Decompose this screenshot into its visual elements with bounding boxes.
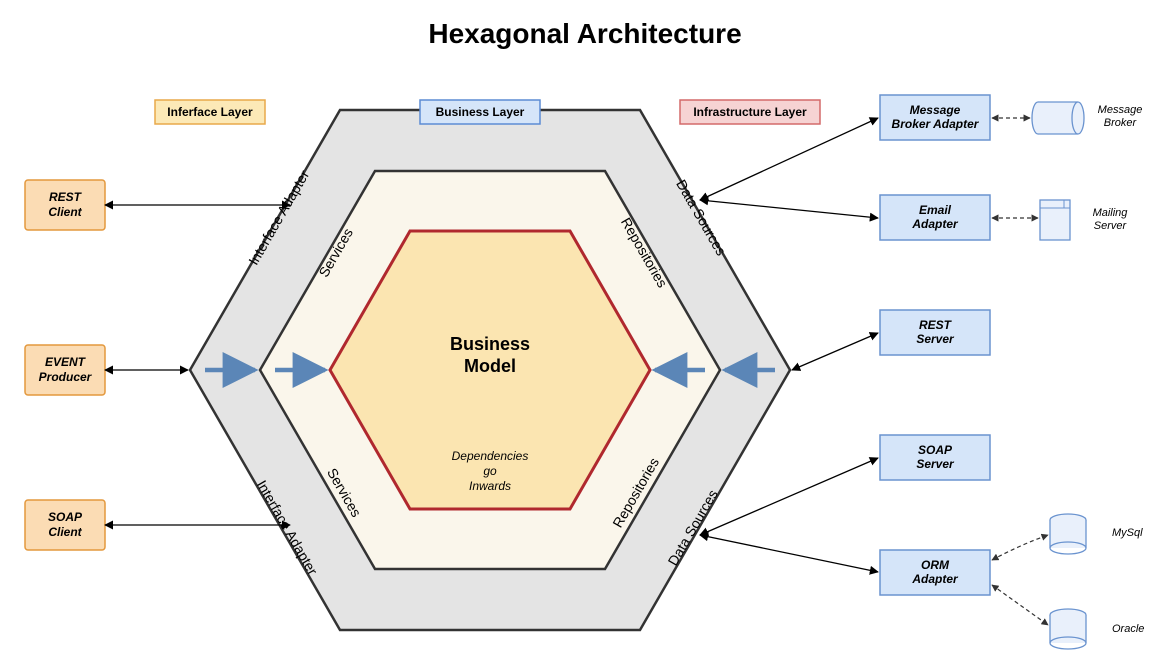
svg-text:Message: Message [910, 103, 961, 117]
email-adapter-box: Email Adapter [880, 195, 990, 240]
svg-text:Broker: Broker [1104, 117, 1138, 129]
center-title-1: Business [450, 334, 530, 354]
message-broker-cylinder: Message Broker [1032, 102, 1142, 134]
svg-text:SOAP: SOAP [918, 443, 953, 457]
soap-server-box: SOAP Server [880, 435, 990, 480]
svg-text:Adapter: Adapter [911, 572, 959, 586]
center-title-2: Model [464, 356, 516, 376]
center-sub-1: Dependencies [452, 449, 529, 463]
svg-text:Message: Message [1098, 104, 1143, 116]
svg-text:EVENT: EVENT [45, 355, 87, 369]
interface-layer-tag: Inferface Layer [155, 100, 265, 124]
svg-text:Inferface Layer: Inferface Layer [167, 105, 253, 119]
conn-msg-broker [700, 118, 878, 200]
svg-text:Server: Server [916, 332, 955, 346]
svg-text:REST: REST [49, 190, 83, 204]
center-sub-2: go [483, 464, 497, 478]
mysql-cylinder: MySql [1050, 514, 1143, 554]
event-producer-box: EVENT Producer [25, 345, 105, 395]
svg-text:Infrastructure Layer: Infrastructure Layer [693, 105, 807, 119]
svg-text:Business Layer: Business Layer [436, 105, 525, 119]
conn-orm [700, 535, 878, 572]
svg-text:Client: Client [48, 205, 82, 219]
infrastructure-layer-tag: Infrastructure Layer [680, 100, 820, 124]
rest-server-box: REST Server [880, 310, 990, 355]
conn-rest-server [792, 333, 878, 370]
conn-email [700, 200, 878, 218]
svg-text:MySql: MySql [1112, 527, 1143, 539]
orm-adapter-box: ORM Adapter [880, 550, 990, 595]
center-sub-3: Inwards [469, 479, 511, 493]
svg-text:Mailing: Mailing [1093, 207, 1129, 219]
oracle-cylinder: Oracle [1050, 609, 1144, 649]
svg-text:Client: Client [48, 525, 82, 539]
svg-text:ORM: ORM [921, 558, 950, 572]
svg-text:SOAP: SOAP [48, 510, 83, 524]
dash-oracle [992, 585, 1048, 625]
svg-text:Adapter: Adapter [911, 217, 959, 231]
svg-text:REST: REST [919, 318, 953, 332]
architecture-diagram: Inferface Layer Business Layer Infrastru… [0, 0, 1170, 671]
svg-text:Server: Server [916, 457, 955, 471]
svg-text:Broker Adapter: Broker Adapter [892, 117, 980, 131]
rest-client-box: REST Client [25, 180, 105, 230]
svg-text:Producer: Producer [39, 370, 93, 384]
soap-client-box: SOAP Client [25, 500, 105, 550]
dash-mysql [992, 535, 1048, 560]
svg-text:Server: Server [1094, 220, 1128, 232]
svg-text:Oracle: Oracle [1112, 623, 1144, 635]
mailing-server-box: Mailing Server [1040, 200, 1128, 240]
svg-text:Email: Email [919, 203, 952, 217]
message-broker-adapter-box: Message Broker Adapter [880, 95, 990, 140]
business-layer-tag: Business Layer [420, 100, 540, 124]
